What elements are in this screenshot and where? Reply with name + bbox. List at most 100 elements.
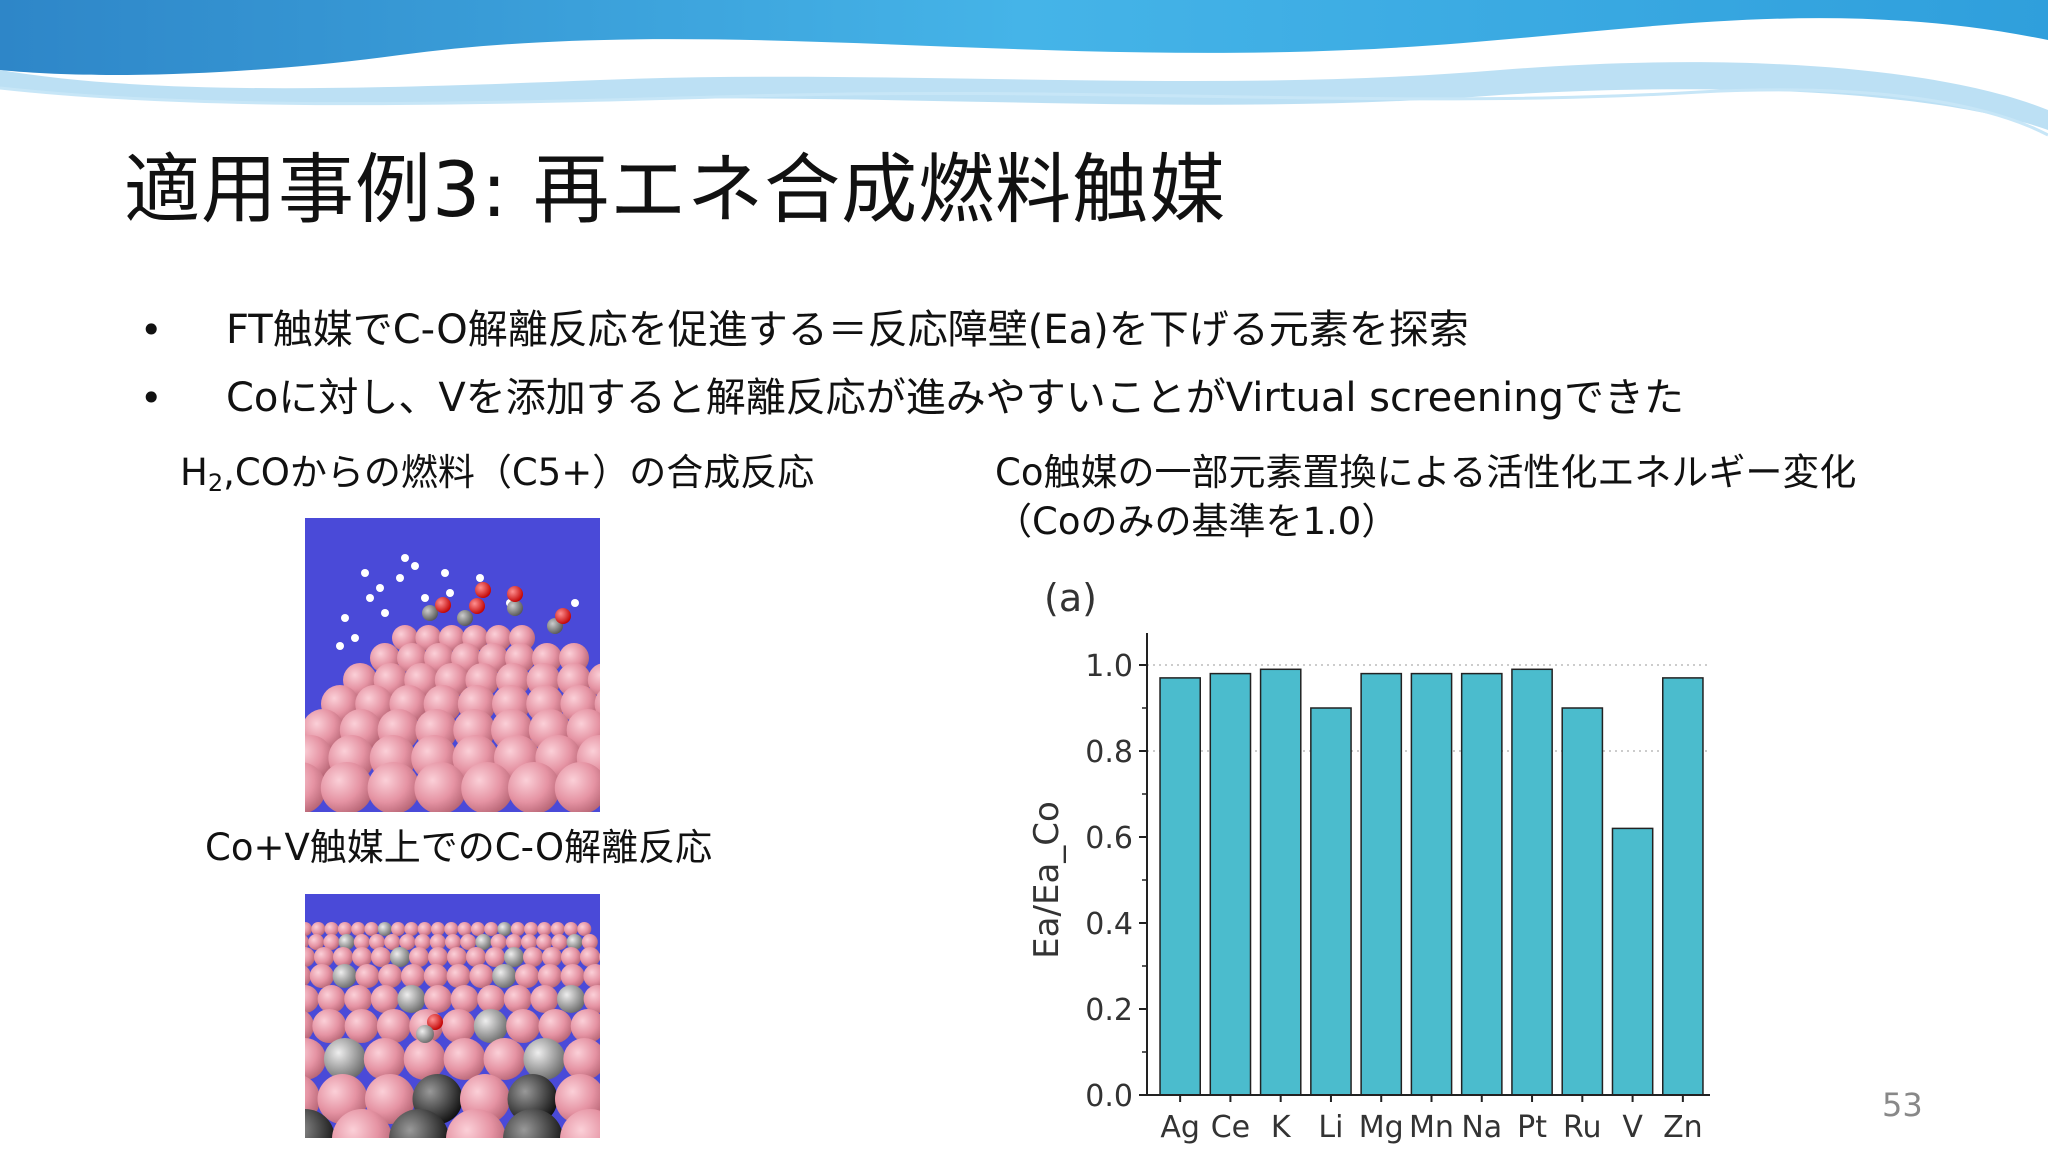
cobalt-atom [587, 663, 600, 697]
cobalt-atom [404, 922, 419, 936]
cobalt-atom [423, 964, 448, 988]
co-v-dissociation-image [305, 894, 600, 1138]
cobalt-atom [446, 964, 471, 988]
x-tick-label-mn: Mn [1409, 1110, 1454, 1145]
cobalt-atom [409, 947, 429, 967]
hydrogen-atom [366, 594, 374, 602]
cobalt-atom [370, 985, 399, 1013]
oxygen-atom [427, 1014, 443, 1030]
cobalt-atom [305, 1038, 326, 1080]
caption-h-text: H [180, 451, 208, 494]
cobalt-atom [515, 964, 539, 988]
cobalt-atom [505, 934, 522, 950]
cobalt-atom [367, 762, 420, 812]
cobalt-atom [403, 1038, 446, 1080]
oxygen-atom [435, 597, 451, 613]
cobalt-atom [570, 1009, 600, 1043]
hydrogen-atom [446, 589, 454, 597]
x-tick-label-mg: Mg [1359, 1110, 1404, 1145]
y-tick-label: 0.8 [1085, 735, 1133, 770]
cobalt-atom [466, 947, 486, 967]
chart-panel-label: (a) [1044, 576, 1097, 620]
cobalt-atom [594, 690, 600, 718]
cobalt-atom [469, 964, 494, 988]
cobalt-atom [446, 1109, 506, 1138]
cobalt-atom [599, 952, 600, 962]
cobalt-atom [445, 934, 461, 950]
hydrogen-atom [571, 599, 579, 607]
vanadium-atom [503, 1109, 563, 1138]
cobalt-atom [561, 947, 581, 967]
cobalt-atom [563, 1038, 600, 1080]
cobalt-atom [580, 947, 600, 967]
cobalt-atom [583, 985, 600, 1013]
cobalt-atom [305, 762, 326, 812]
cobalt-atom [538, 1009, 573, 1043]
cobalt-atom [305, 922, 312, 936]
hydrogen-atom [351, 634, 359, 642]
vanadium-atom [492, 964, 517, 988]
co-v-surface-illustration [305, 922, 600, 1138]
cobalt-atom [441, 1009, 476, 1043]
oxygen-atom [475, 582, 491, 598]
cobalt-atom [305, 1011, 314, 1041]
oxygen-atom [555, 608, 571, 624]
cobalt-atom [378, 964, 403, 988]
cobalt-atom [447, 947, 467, 967]
bar-li [1310, 707, 1352, 1096]
vanadium-atom [323, 1038, 366, 1080]
cobalt-atom [363, 1038, 406, 1080]
bar-ce [1209, 672, 1252, 1096]
x-tick-label-li: Li [1318, 1110, 1343, 1145]
cobalt-atom [550, 922, 565, 936]
bar-pt [1511, 668, 1553, 1096]
hydrogen-atom [396, 574, 404, 582]
vanadium-atom [473, 1009, 508, 1043]
vanadium-atom [389, 1109, 449, 1138]
cobalt-atom [344, 1009, 379, 1043]
cobalt-atom [314, 947, 334, 967]
cobalt-atom [431, 922, 445, 936]
bar-ru [1561, 707, 1604, 1096]
cobalt-atom [551, 934, 568, 950]
cobalt-atom [521, 934, 537, 950]
bullet-item: • Coに対し、Vを添加すると解離反応が進みやすいことがVirtual scre… [140, 364, 2040, 432]
cobalt-atom [352, 947, 372, 967]
cobalt-atom [333, 947, 353, 967]
bar-v [1611, 827, 1654, 1096]
cobalt-atom [399, 934, 416, 950]
bullet-marker: • [140, 308, 163, 352]
bullet-item: • FT触媒でC-O解離反応を促進する＝反応障壁(Ea)を下げる元素を探索 [140, 296, 2040, 364]
cobalt-atom [537, 922, 552, 936]
hydrogen-atom [336, 642, 344, 650]
synthesis-simulation-image [305, 518, 600, 812]
carbon-atom [457, 610, 473, 626]
cobalt-atom [353, 934, 370, 950]
cobalt-atom [384, 934, 401, 950]
page-number: 53 [1882, 1086, 1923, 1124]
vanadium-atom [390, 947, 410, 967]
cobalt-atom [485, 947, 505, 967]
vanadium-atom [338, 934, 355, 950]
cobalt-atom [560, 1109, 600, 1138]
cobalt-atom [554, 762, 600, 812]
vanadium-atom [397, 985, 426, 1013]
hydrogen-atom [441, 569, 449, 577]
cobalt-atom [542, 947, 562, 967]
bar-k [1259, 668, 1302, 1096]
vanadium-atom [523, 1038, 566, 1080]
cobalt-atom [351, 922, 366, 936]
bar-mn [1410, 672, 1453, 1096]
cobalt-atom [530, 985, 559, 1013]
y-tick-label: 0.2 [1085, 993, 1133, 1028]
bullet-text: FT触媒でC-O解離反応を促進する＝反応障壁(Ea)を下げる元素を探索 [226, 307, 1469, 353]
bullet-list: • FT触媒でC-O解離反応を促進する＝反応障壁(Ea)を下げる元素を探索 • … [140, 296, 2040, 432]
cobalt-atom [564, 922, 578, 936]
bar-na [1460, 672, 1503, 1096]
cobalt-atom [417, 922, 432, 936]
x-tick-label-zn: Zn [1663, 1110, 1703, 1145]
cobalt-atom [355, 964, 380, 988]
vanadium-atom [332, 964, 357, 988]
x-tick-label-ce: Ce [1211, 1110, 1250, 1145]
x-tick-label-k: K [1271, 1110, 1292, 1145]
